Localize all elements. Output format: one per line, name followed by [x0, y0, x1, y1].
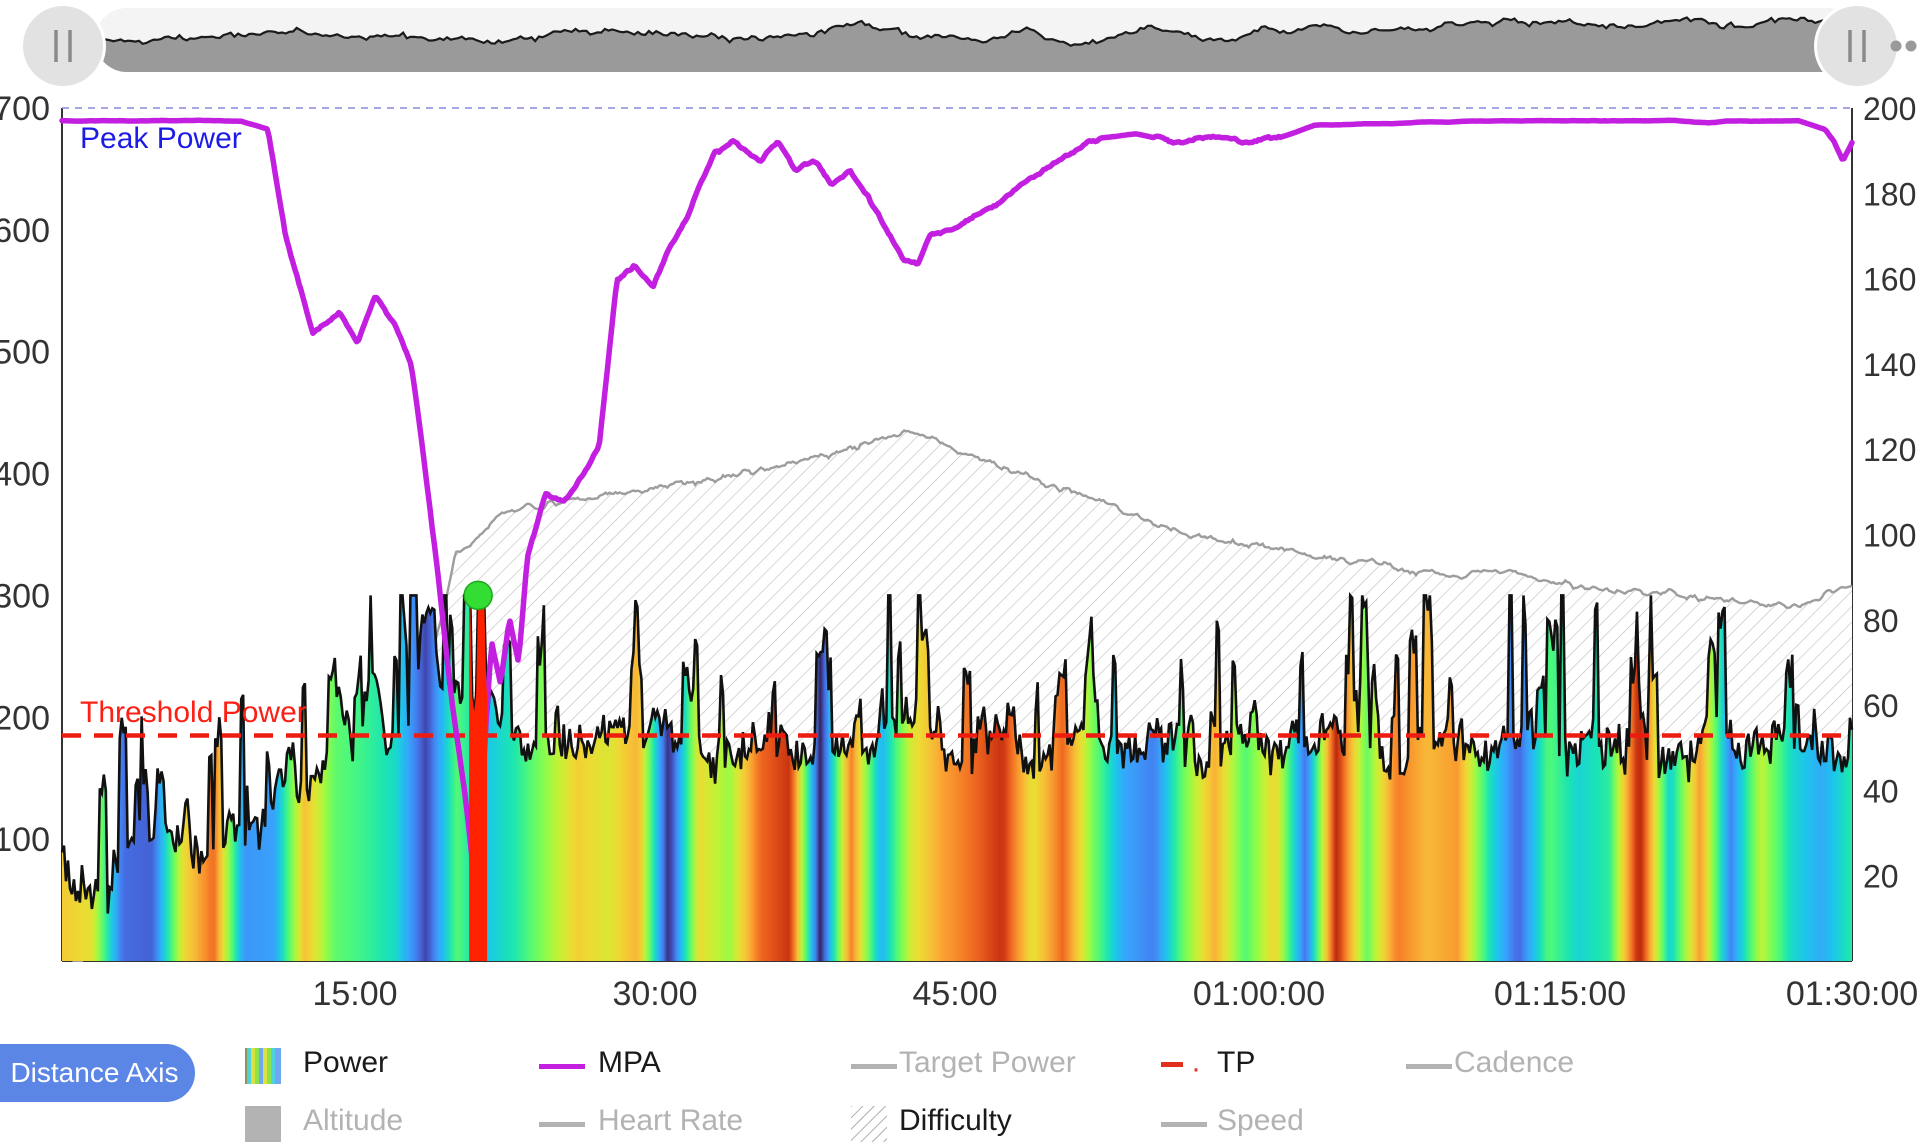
svg-text:200: 200	[0, 699, 50, 737]
svg-text:140: 140	[1863, 347, 1916, 383]
svg-text:60: 60	[1863, 688, 1899, 724]
svg-text:500: 500	[0, 334, 50, 372]
svg-text:120: 120	[1863, 432, 1916, 468]
svg-text:45:00: 45:00	[912, 975, 997, 1013]
svg-text:700: 700	[0, 90, 50, 128]
svg-text:300: 300	[0, 577, 50, 615]
svg-text:400: 400	[0, 456, 50, 494]
svg-text:01:00:00: 01:00:00	[1193, 975, 1325, 1013]
svg-text:30:00: 30:00	[612, 975, 697, 1013]
svg-text:600: 600	[0, 212, 50, 250]
svg-text:100: 100	[0, 821, 50, 859]
svg-text:80: 80	[1863, 603, 1899, 639]
svg-text:Peak Power: Peak Power	[80, 122, 242, 155]
svg-text:160: 160	[1863, 262, 1916, 298]
svg-text:Threshold Power: Threshold Power	[80, 696, 307, 729]
svg-text:40: 40	[1863, 773, 1899, 809]
svg-text:180: 180	[1863, 176, 1916, 212]
svg-text:100: 100	[1863, 518, 1916, 554]
svg-text:01:30:00: 01:30:00	[1786, 975, 1918, 1013]
svg-text:200: 200	[1863, 91, 1916, 127]
svg-text:20: 20	[1863, 859, 1899, 895]
svg-text:01:15:00: 01:15:00	[1494, 975, 1626, 1013]
svg-text:15:00: 15:00	[312, 975, 397, 1013]
